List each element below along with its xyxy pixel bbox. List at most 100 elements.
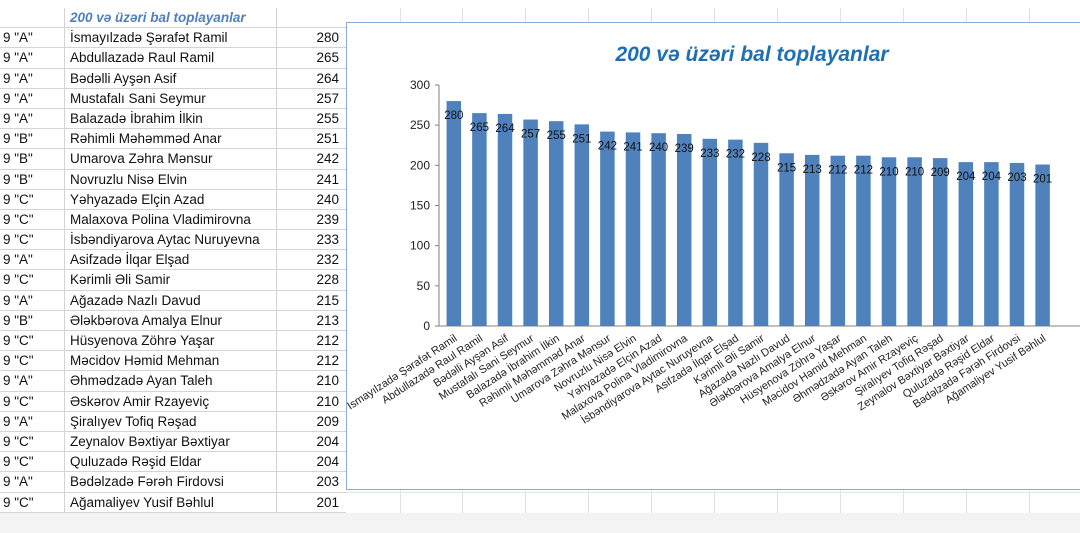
sheet-header-title[interactable]: 200 və üzəri bal toplayanlar — [67, 8, 277, 28]
name-cell[interactable]: Hüsyenova Zöhrə Yaşar — [67, 331, 277, 351]
name-cell[interactable]: Kərimli Əli Samir — [67, 270, 277, 290]
score-cell[interactable]: 210 — [316, 373, 339, 389]
class-cell[interactable]: 9 "B" — [3, 129, 65, 149]
y-tick-label: 300 — [410, 78, 430, 92]
class-cell[interactable]: 9 "C" — [3, 331, 65, 351]
data-label: 203 — [1007, 172, 1026, 184]
class-cell[interactable]: 9 "A" — [3, 88, 65, 108]
score-cell[interactable]: 280 — [316, 30, 339, 46]
data-label: 215 — [777, 162, 796, 174]
score-cell[interactable]: 201 — [316, 494, 339, 510]
name-cell[interactable]: Əskərov Amir Rzayeviç — [67, 391, 277, 411]
score-cell[interactable]: 241 — [316, 171, 339, 187]
name-cell[interactable]: Umarova Zəhra Mənsur — [67, 149, 277, 169]
score-cell[interactable]: 210 — [316, 393, 339, 409]
name-cell[interactable]: Balazadə İbrahim İlkin — [67, 108, 277, 129]
data-label: 204 — [982, 171, 1002, 183]
score-cell[interactable]: 209 — [316, 413, 339, 429]
name-cell[interactable]: Əhmədzadə Ayan Taleh — [67, 371, 277, 391]
name-cell[interactable]: Rəhimli Məhəmməd Anar — [67, 129, 277, 149]
data-label: 213 — [803, 164, 822, 176]
table-row: 9 "A" Ağazadə Nazlı Davud 215 — [0, 290, 346, 311]
chart-title: 200 və üzəri bal toplayanlar — [614, 43, 890, 66]
score-cell[interactable]: 212 — [316, 333, 339, 348]
class-cell[interactable]: 9 "A" — [3, 250, 65, 270]
class-cell[interactable]: 9 "C" — [3, 431, 65, 452]
class-cell[interactable]: 9 "B" — [3, 149, 65, 169]
score-cell[interactable]: 232 — [316, 252, 339, 268]
score-cell[interactable]: 213 — [316, 312, 339, 328]
table-row: 9 "A" Əhmədzadə Ayan Taleh 210 — [0, 371, 346, 392]
name-cell[interactable]: Məcidov Həmid Mehman — [67, 351, 277, 371]
class-cell[interactable]: 9 "C" — [3, 209, 65, 230]
name-cell[interactable]: Ələkbərova Amalya Elnur — [67, 310, 277, 330]
class-cell[interactable]: 9 "A" — [3, 290, 65, 310]
name-cell[interactable]: Bədəlzadə Fərəh Firdovsi — [67, 472, 277, 492]
data-label: 212 — [828, 165, 847, 177]
name-cell[interactable]: Ağazadə Nazlı Davud — [67, 290, 277, 310]
score-cell[interactable]: 265 — [316, 50, 339, 66]
data-label: 232 — [726, 149, 745, 161]
name-cell[interactable]: Quluzadə Rəşid Eldar — [67, 452, 277, 472]
score-cell[interactable]: 257 — [316, 90, 339, 106]
class-cell[interactable]: 9 "C" — [3, 391, 65, 411]
class-cell[interactable]: 9 "A" — [3, 411, 65, 431]
name-cell[interactable]: Malaxova Polina Vladimirovna — [67, 209, 277, 230]
class-cell[interactable]: 9 "C" — [3, 189, 65, 209]
name-cell[interactable]: Mustafalı Sani Seymur — [67, 88, 277, 108]
name-cell[interactable]: Novruzlu Nisə Elvin — [67, 169, 277, 189]
class-cell[interactable]: 9 "B" — [3, 310, 65, 330]
score-cell[interactable]: 204 — [316, 433, 339, 449]
score-cell[interactable]: 212 — [316, 353, 339, 369]
name-cell[interactable]: İsbəndiyarova Aytac Nuruyevna — [67, 230, 277, 250]
name-cell[interactable]: Yəhyazadə Elçin Azad — [67, 189, 277, 209]
data-label: 242 — [598, 141, 617, 153]
bar — [702, 138, 718, 326]
header-empty-cell[interactable] — [278, 8, 341, 27]
name-cell[interactable]: Ağamaliyev Yusif Bəhlul — [67, 492, 277, 512]
class-cell[interactable]: 9 "C" — [3, 230, 65, 250]
score-cell[interactable]: 255 — [316, 110, 339, 126]
header-empty-cell[interactable] — [3, 8, 65, 28]
table-row: 9 "C" Kərimli Əli Samir 228 — [0, 270, 346, 291]
class-cell[interactable]: 9 "C" — [3, 351, 65, 371]
score-cell[interactable]: 251 — [316, 131, 339, 147]
class-cell[interactable]: 9 "A" — [3, 371, 65, 391]
score-cell[interactable]: 264 — [316, 70, 339, 86]
score-cell[interactable]: 240 — [316, 191, 339, 207]
class-cell[interactable]: 9 "C" — [3, 452, 65, 472]
data-label: 241 — [623, 141, 642, 153]
score-cell[interactable]: 215 — [316, 292, 339, 308]
name-cell[interactable]: Bədəlli Ayşən Asif — [67, 68, 277, 88]
class-cell[interactable]: 9 "A" — [3, 48, 65, 68]
bar — [779, 153, 794, 326]
name-cell[interactable]: İsmayılzadə Şərafət Ramil — [67, 28, 277, 48]
score-cell[interactable]: 233 — [316, 232, 339, 248]
class-cell[interactable]: 9 "C" — [3, 492, 65, 512]
class-cell[interactable]: 9 "B" — [3, 169, 65, 189]
class-cell[interactable]: 9 "C" — [3, 270, 65, 290]
score-cell[interactable]: 203 — [316, 474, 339, 490]
data-label: 210 — [879, 166, 898, 178]
data-label: 257 — [521, 129, 540, 141]
class-cell[interactable]: 9 "A" — [3, 68, 65, 88]
score-cell[interactable]: 228 — [316, 272, 339, 288]
table-row: 9 "A" Asifzadə İlqar Elşad 232 — [0, 250, 346, 271]
bar — [932, 158, 948, 326]
score-cell[interactable]: 204 — [316, 454, 339, 470]
score-cell[interactable]: 239 — [316, 211, 339, 227]
class-cell[interactable]: 9 "A" — [3, 108, 65, 129]
bar — [856, 155, 871, 326]
bar — [984, 162, 999, 326]
name-cell[interactable]: Abdullazadə Raul Ramil — [67, 48, 277, 68]
data-label: 233 — [700, 148, 719, 160]
y-tick-label: 0 — [423, 319, 430, 333]
name-cell[interactable]: Şiralıyev Tofiq Rəşad — [67, 411, 277, 431]
class-cell[interactable]: 9 "A" — [3, 472, 65, 492]
name-cell[interactable]: Asifzadə İlqar Elşad — [67, 250, 277, 270]
data-label: 264 — [495, 123, 515, 135]
name-cell[interactable]: Zeynalov Bəxtiyar Bəxtiyar — [67, 431, 277, 452]
class-cell[interactable]: 9 "A" — [3, 28, 65, 48]
chart-area[interactable]: 200 və üzəri bal toplayanlar 0 50 100 150 200… — [346, 22, 1080, 490]
score-cell[interactable]: 242 — [316, 151, 339, 167]
